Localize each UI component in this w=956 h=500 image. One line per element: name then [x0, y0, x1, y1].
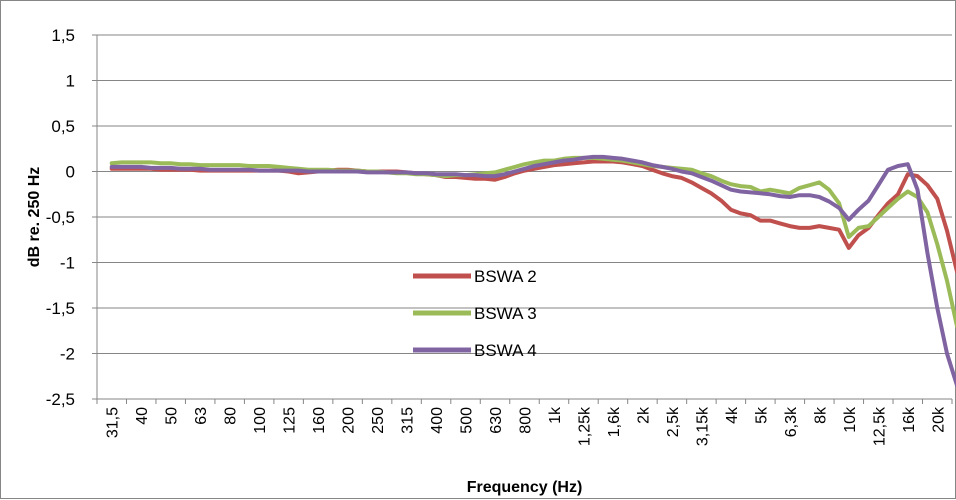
x-tick-label: 31,5: [105, 407, 122, 438]
series-line-bswa-3: [109, 155, 956, 328]
x-tick-label: 4k: [724, 406, 741, 424]
x-tick-labels: 31,5 40 50 63 80 100 125 160 200 250 315 400 500 630 8…: [105, 406, 948, 446]
x-tick-label: 40: [134, 407, 151, 425]
x-tick-label: 400: [429, 407, 446, 434]
legend-label: BSWA 3: [474, 304, 537, 323]
x-tick-label: 630: [488, 407, 505, 434]
y-tick-label: -0,5: [46, 208, 75, 227]
y-tick-label: 1: [66, 72, 75, 91]
x-tick-label: 125: [282, 407, 299, 434]
y-tick-labels: 1,5 1 0,5 0 -0,5 -1 -1,5 -2 -2,5: [46, 26, 75, 409]
legend: BSWA 2 BSWA 3 BSWA 4: [413, 267, 537, 360]
x-tick-label: 1,25k: [576, 406, 593, 446]
axes: [92, 34, 953, 404]
x-tick-label: 1,6k: [606, 406, 623, 437]
y-tick-label: 0: [66, 163, 75, 182]
x-tick-label: 250: [370, 407, 387, 434]
x-tick-label: 2k: [635, 406, 652, 424]
series-line-bswa-4: [109, 154, 956, 388]
x-tick-label: 5k: [753, 406, 770, 424]
x-tick-label: 500: [459, 407, 476, 434]
x-tick-label: 160: [311, 407, 328, 434]
x-tick-label: 50: [164, 407, 181, 425]
legend-label: BSWA 4: [474, 341, 537, 360]
x-tick-label: 6,3k: [783, 406, 800, 437]
y-tick-label: -2,5: [46, 390, 75, 409]
x-tick-label: 315: [400, 407, 417, 434]
x-tick-label: 63: [193, 407, 210, 425]
x-tick-label: 16k: [901, 406, 918, 433]
x-tick-label: 10k: [842, 406, 859, 433]
y-tick-label: -1,5: [46, 299, 75, 318]
x-axis-title: Frequency (Hz): [467, 479, 583, 496]
x-tick-label: 20k: [930, 406, 947, 433]
x-tick-label: 3,15k: [694, 406, 711, 446]
y-tick-label: -2: [60, 345, 75, 364]
x-tick-label: 80: [223, 407, 240, 425]
x-tick-label: 100: [252, 407, 269, 434]
series-lines: [109, 154, 956, 388]
x-tick-label: 12,5k: [871, 406, 888, 446]
x-tick-label: 800: [518, 407, 535, 434]
y-tick-label: -1: [60, 254, 75, 273]
x-tick-label: 2,5k: [665, 406, 682, 437]
y-tick-label: 0,5: [51, 117, 75, 136]
x-tick-label: 8k: [812, 406, 829, 424]
legend-label: BSWA 2: [474, 267, 537, 286]
y-tick-label: 1,5: [51, 26, 75, 45]
y-axis-title: dB re. 250 Hz: [26, 167, 43, 267]
x-tick-label: 200: [341, 407, 358, 434]
x-tick-label: 1k: [547, 406, 564, 424]
